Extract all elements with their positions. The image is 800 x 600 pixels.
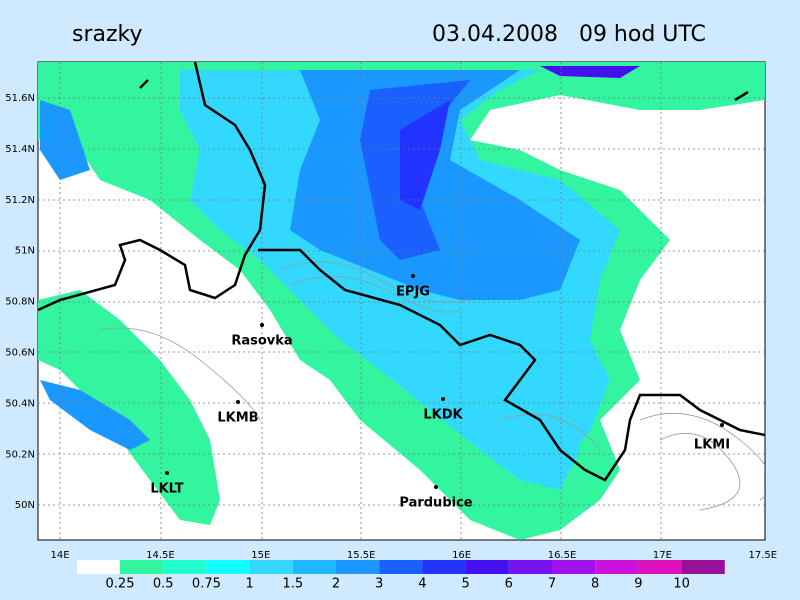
lat-label: 50.4N xyxy=(5,398,35,409)
legend-label: 10 xyxy=(673,577,690,592)
lat-label: 50.2N xyxy=(5,449,35,460)
title: srazky xyxy=(72,22,143,47)
map-area xyxy=(37,61,766,541)
station-dot xyxy=(434,485,438,489)
lon-label: 16.5E xyxy=(548,550,577,561)
legend-swatch xyxy=(508,560,552,574)
station-dot xyxy=(260,323,264,327)
station-label: LKDK xyxy=(423,408,463,423)
axis-labels: 51.6N 51.4N 51.2N 51N 50.8N 50.6N 50.4N 50.2N 50… xyxy=(5,93,777,561)
lat-label: 50N xyxy=(15,500,35,511)
lat-label: 51N xyxy=(15,246,35,257)
legend-label: 4 xyxy=(418,577,426,592)
station-dot xyxy=(236,400,240,404)
legend-label: 9 xyxy=(634,577,642,592)
legend-label: 0.75 xyxy=(192,577,221,592)
station-dot xyxy=(411,274,415,278)
lon-label: 15.5E xyxy=(347,550,376,561)
lon-label: 17.5E xyxy=(749,550,778,561)
station-label: Rasovka xyxy=(231,334,292,349)
grid xyxy=(38,62,765,540)
legend-swatch xyxy=(595,560,639,574)
border xyxy=(734,90,749,102)
legend-swatch xyxy=(163,560,207,574)
station-label: Pardubice xyxy=(399,496,472,511)
border xyxy=(139,79,149,89)
stations: EPJG Rasovka LKMB LKDK LKMI LKLT Pardubice xyxy=(150,274,730,511)
station-label: LKMB xyxy=(217,411,258,426)
legend-label: 3 xyxy=(375,577,383,592)
legend-label: 5 xyxy=(461,577,469,592)
legend-label: 1 xyxy=(245,577,253,592)
legend-swatch xyxy=(422,560,466,574)
legend-swatch xyxy=(77,560,120,574)
legend-label: 0.5 xyxy=(153,577,174,592)
station-dot xyxy=(720,423,724,427)
legend-swatch xyxy=(552,560,596,574)
legend-label: 6 xyxy=(505,577,513,592)
legend-label: 7 xyxy=(548,577,556,592)
legend-label: 8 xyxy=(591,577,599,592)
datetime: 03.04.2008 09 hod UTC xyxy=(432,22,706,47)
lat-label: 51.6N xyxy=(5,93,35,104)
legend-label: 0.25 xyxy=(106,577,135,592)
legend: 0.25 0.5 0.75 1 1.5 2 3 4 5 6 7 8 9 10 xyxy=(77,560,725,592)
lon-label: 15E xyxy=(251,550,270,561)
lon-label: 17E xyxy=(653,550,672,561)
legend-swatch xyxy=(379,560,423,574)
station-dot xyxy=(441,397,445,401)
border xyxy=(38,62,267,312)
lat-label: 50.8N xyxy=(5,297,35,308)
legend-swatch xyxy=(465,560,509,574)
legend-swatch xyxy=(336,560,380,574)
station-dot xyxy=(165,471,169,475)
station-label: EPJG xyxy=(396,285,430,300)
station-label: LKMI xyxy=(694,438,730,453)
legend-label: 1.5 xyxy=(282,577,303,592)
lat-label: 51.4N xyxy=(5,144,35,155)
legend-swatch xyxy=(292,560,336,574)
legend-label: 2 xyxy=(332,577,340,592)
legend-swatch xyxy=(249,560,293,574)
legend-swatch xyxy=(681,560,725,574)
lat-label: 50.6N xyxy=(5,348,35,359)
legend-swatch xyxy=(638,560,682,574)
legend-swatch xyxy=(120,560,164,574)
lon-label: 14.5E xyxy=(146,550,175,561)
border xyxy=(258,248,765,482)
station-label: LKLT xyxy=(150,482,183,497)
lon-label: 14E xyxy=(50,550,69,561)
legend-swatch xyxy=(206,560,250,574)
lat-label: 51.2N xyxy=(5,195,35,206)
lon-label: 16E xyxy=(452,550,471,561)
